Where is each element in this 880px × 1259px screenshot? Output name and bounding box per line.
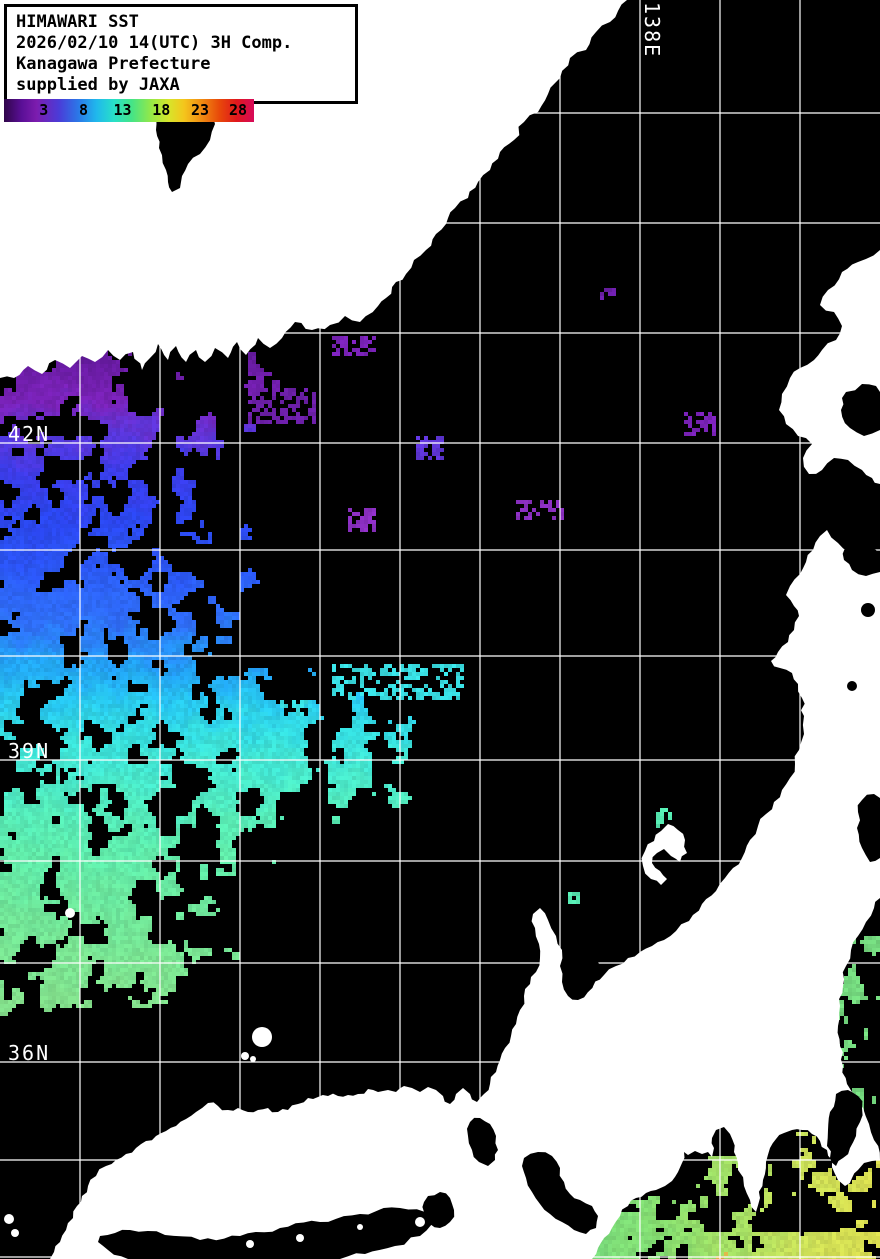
water-sendai-bay — [857, 794, 880, 862]
inland-water-bodies — [98, 92, 880, 1259]
water-lake-biwa — [467, 1117, 498, 1166]
colorbar-tick: 18 — [152, 101, 171, 119]
water-ise-mikawa-bay — [522, 1152, 598, 1234]
title-box: HIMAWARI SST 2026/02/10 14(UTC) 3H Comp.… — [4, 4, 358, 104]
colorbar-tick: 8 — [78, 101, 89, 119]
colorbar-tick: 13 — [113, 101, 132, 119]
island-oki-islands — [241, 1052, 249, 1060]
water-tokyo-bay — [827, 1090, 863, 1166]
island-seto-islets — [415, 1217, 425, 1227]
island-seto-islets — [357, 1224, 363, 1230]
sst-colorbar: 3 8 13 18 23 28 — [4, 99, 254, 122]
island-oki-islands — [252, 1027, 272, 1047]
water-lake-towada — [861, 603, 875, 617]
colorbar-tick: 3 — [39, 101, 49, 119]
water-osaka-bay — [422, 1192, 455, 1228]
island-ulleungdo — [65, 908, 75, 918]
water-funka-bay — [841, 384, 880, 436]
water-seto-inland-sea — [98, 1207, 432, 1259]
island-sado-island — [641, 824, 687, 885]
landmass-honshu — [50, 530, 880, 1259]
water-lake-tazawa — [847, 681, 857, 691]
landmass-hokkaido-southwest — [779, 250, 880, 484]
island-seto-islets — [296, 1234, 304, 1242]
credit-line: supplied by JAXA — [16, 75, 180, 95]
region-line: Kanagawa Prefecture — [16, 54, 211, 74]
water-toyama-bay — [560, 932, 600, 1000]
island-west-islets — [11, 1229, 19, 1237]
islands — [4, 824, 687, 1248]
island-oki-islands — [250, 1056, 256, 1062]
water-mutsu-bay — [842, 545, 880, 576]
colorbar-tick: 28 — [228, 101, 248, 119]
island-seto-islets — [246, 1240, 254, 1248]
product-title: HIMAWARI SST — [16, 12, 139, 32]
colorbar-tick: 23 — [190, 101, 210, 119]
datetime-line: 2026/02/10 14(UTC) 3H Comp. — [16, 33, 293, 53]
island-west-islets — [4, 1214, 14, 1224]
